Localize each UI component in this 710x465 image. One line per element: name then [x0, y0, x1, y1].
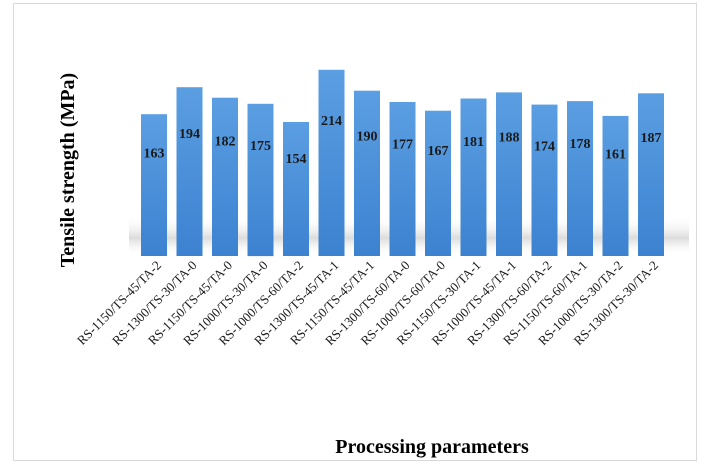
bars-group	[141, 69, 664, 257]
y-axis-title: Tensile strength (MPa)	[57, 73, 79, 267]
bar	[531, 104, 558, 256]
bar	[638, 93, 664, 256]
data-label: 177	[392, 138, 413, 153]
bar	[354, 90, 380, 256]
data-label: 214	[321, 114, 342, 129]
bar	[283, 122, 309, 256]
data-label: 178	[570, 137, 591, 152]
data-label: 175	[250, 139, 271, 154]
value-labels-group: 163 194 182 175 154 214 190 177 167 181 188 174 178 1…	[144, 114, 662, 167]
data-label: 167	[428, 144, 449, 159]
bar	[212, 97, 238, 256]
data-label: 154	[286, 152, 307, 167]
data-label: 181	[463, 135, 484, 150]
bar	[425, 110, 451, 256]
bar	[496, 92, 522, 257]
bar	[247, 103, 274, 257]
bar-chart: 163 194 182 175 154 214 190 177 167 181 188 174 178 1…	[57, 69, 689, 458]
bar	[318, 69, 345, 256]
bar	[602, 115, 629, 257]
data-label: 174	[534, 140, 555, 155]
data-label: 161	[605, 148, 626, 163]
data-label: 163	[144, 147, 165, 162]
tick-labels-group: RS-1150/TS-45/TA-2RS-1300/TS-30/TA-0RS-1…	[74, 258, 661, 349]
bar	[567, 101, 593, 256]
chart-frame: 163 194 182 175 154 214 190 177 167 181 188 174 178 1…	[13, 3, 697, 461]
bar	[141, 114, 167, 256]
data-label: 187	[641, 131, 662, 146]
data-label: 182	[215, 134, 236, 149]
bar	[389, 102, 416, 256]
bar	[176, 87, 203, 256]
data-label: 188	[499, 131, 520, 146]
data-label: 194	[179, 127, 200, 142]
bar	[460, 98, 487, 256]
data-label: 190	[357, 129, 378, 144]
x-axis-title: Processing parameters	[335, 436, 529, 458]
